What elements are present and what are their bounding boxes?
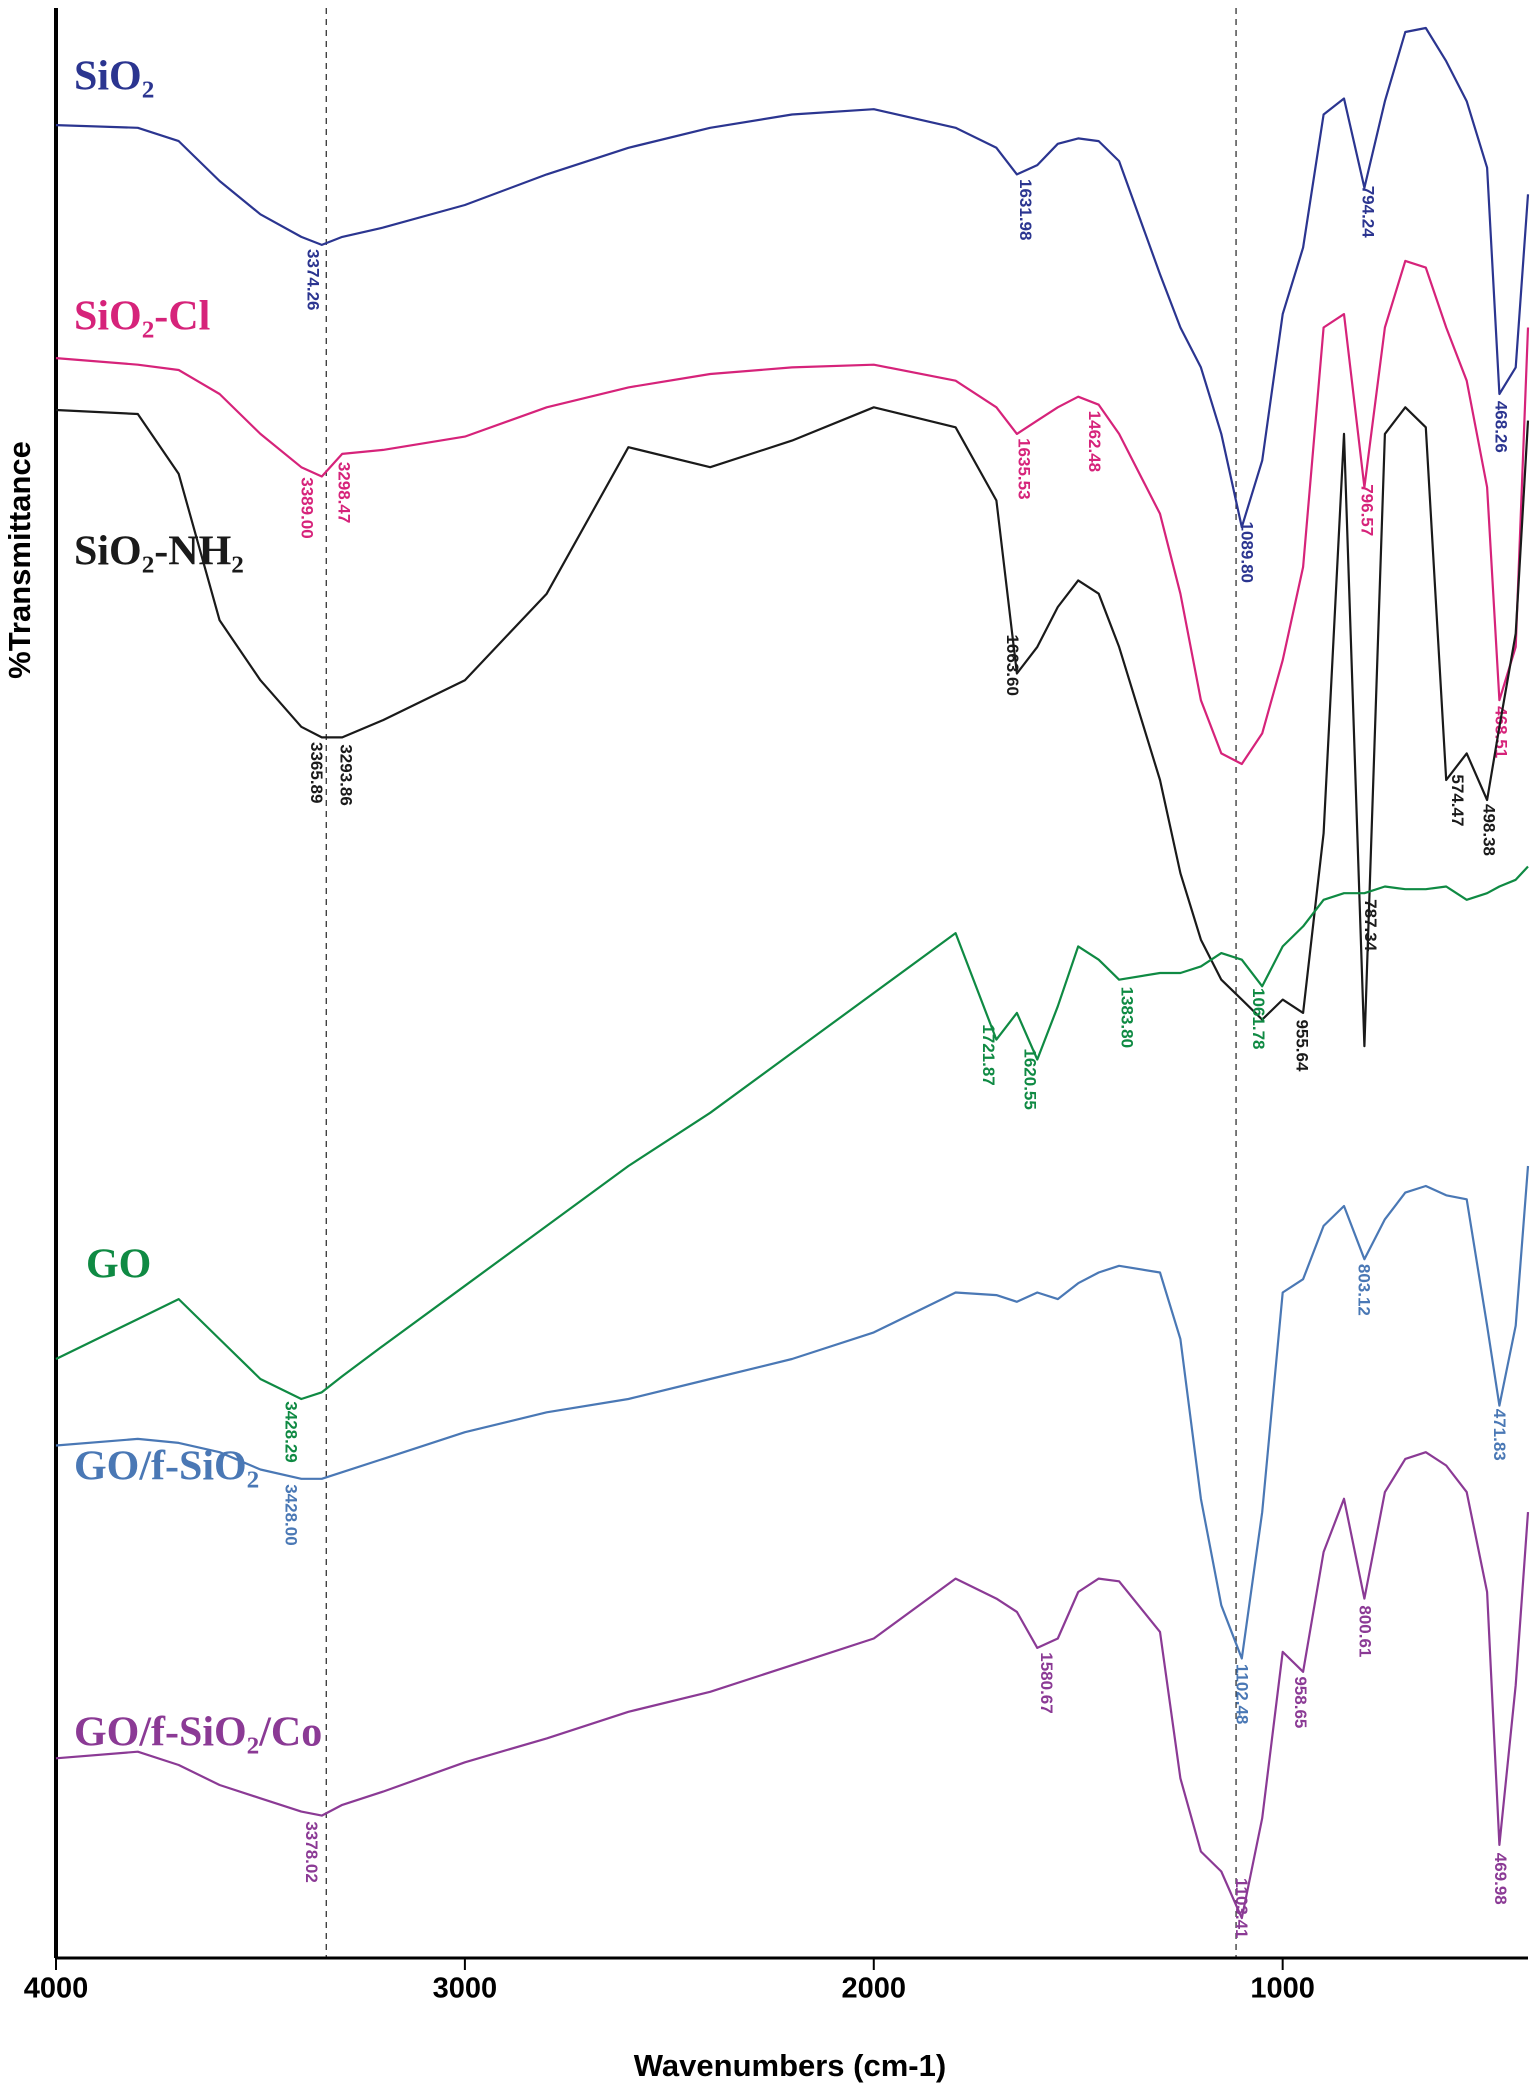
x-tick-label: 1000: [1250, 1973, 1315, 2005]
peak-label: 1721.87: [979, 1024, 998, 1085]
series-label: SiO₂-Cl: [74, 294, 210, 340]
peak-label: 1383.80: [1117, 987, 1136, 1048]
peak-label: 796.57: [1357, 484, 1376, 536]
series-label: GO: [86, 1242, 151, 1288]
peak-label: 3293.86: [336, 744, 355, 805]
spectrum-line: [55, 1165, 1530, 1660]
peak-label: 1580.67: [1037, 1652, 1056, 1713]
peak-label: 3428.00: [281, 1484, 300, 1545]
peak-label: 787.34: [1361, 899, 1380, 952]
x-tick-label: 2000: [842, 1973, 907, 2005]
peak-label: 469.98: [1491, 1853, 1510, 1905]
peak-label: 574.47: [1448, 774, 1467, 826]
peak-label: 1089.80: [1237, 522, 1256, 583]
spectrum-line: [55, 865, 1529, 1401]
peak-label: 3389.00: [297, 477, 316, 538]
peak-label: 1631.98: [1016, 179, 1035, 240]
peak-label: 958.65: [1291, 1676, 1310, 1728]
series-label: SiO₂: [74, 54, 154, 100]
peak-label: 498.38: [1479, 804, 1498, 856]
x-tick-label: 3000: [433, 1973, 498, 2005]
peak-label: 1635.53: [1014, 438, 1033, 499]
x-tick-label: 4000: [24, 1973, 89, 2005]
peak-label: 1061.78: [1249, 988, 1268, 1049]
series-label: GO/f-SiO₂: [74, 1444, 259, 1490]
peak-label: 803.12: [1355, 1264, 1374, 1316]
peak-label: 3374.26: [303, 249, 322, 310]
spectrum-line: [55, 406, 1530, 1048]
peak-label: 3298.47: [334, 462, 353, 523]
y-axis-title: %Transmittance: [2, 441, 37, 679]
spectrum-line: [55, 259, 1530, 766]
peak-label: 3378.02: [302, 1821, 321, 1882]
spectrum-line: [55, 1451, 1530, 1920]
peak-label: 3428.29: [281, 1401, 300, 1462]
spectrum-line: [55, 26, 1530, 529]
peak-label: 1103.41: [1232, 1878, 1251, 1939]
peak-label: 471.83: [1490, 1409, 1509, 1461]
series-label: GO/f-SiO₂/Co: [74, 1710, 322, 1756]
peak-label: 1620.55: [1020, 1048, 1039, 1109]
peak-label: 955.64: [1292, 1019, 1311, 1072]
series-label: SiO₂-NH₂: [74, 529, 244, 575]
peak-label: 794.24: [1358, 186, 1377, 239]
peak-label: 1462.48: [1085, 411, 1104, 472]
peak-label: 3365.89: [307, 742, 326, 803]
x-axis-title: Wavenumbers (cm-1): [634, 2048, 946, 2083]
peak-label: 800.61: [1356, 1605, 1375, 1657]
peak-label: 1663.60: [1003, 634, 1022, 695]
peak-label: 1102.48: [1232, 1664, 1251, 1725]
peak-label: 468.26: [1492, 401, 1511, 453]
